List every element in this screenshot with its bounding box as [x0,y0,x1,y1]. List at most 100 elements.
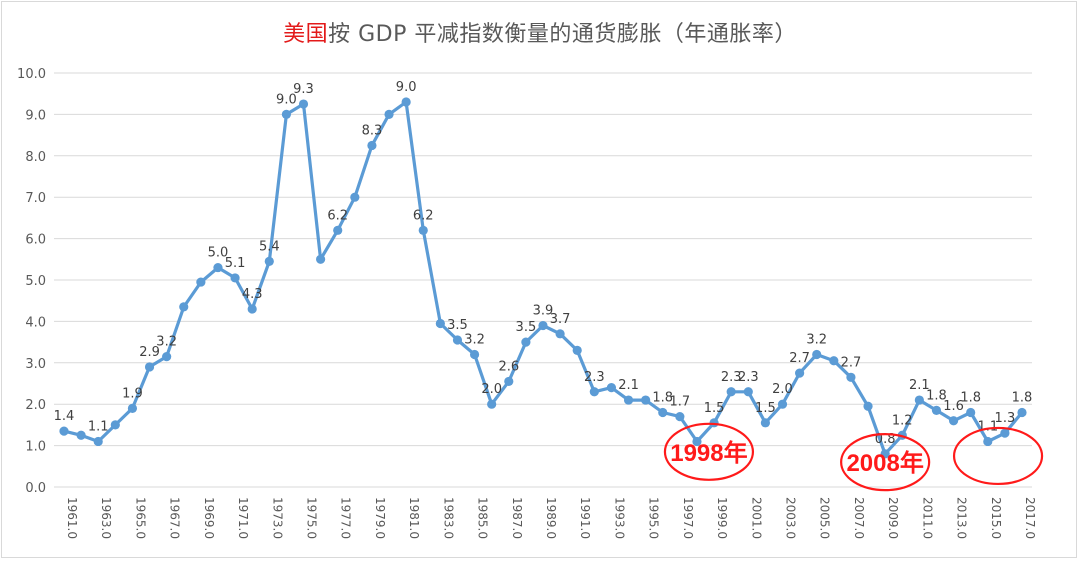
data-point-1970 [213,262,223,273]
data-label-1992: 2.3 [584,370,605,385]
data-point-1962 [76,430,86,440]
x-tick-label: 1997.0 [681,497,695,539]
x-tick-label: 2001.0 [749,497,763,539]
data-label-2011: 2.1 [909,378,930,393]
x-tick-label: 2017.0 [1023,497,1037,539]
x-tick-label: 2013.0 [955,497,969,539]
series-polyline [63,100,1024,456]
data-point-1961 [59,426,69,436]
data-point-1981 [401,97,411,107]
data-point-1966 [144,362,155,372]
x-tick-label: 1985.0 [476,497,490,539]
x-tick-label: 1979.0 [373,497,387,539]
x-tick-label: 1963.0 [99,497,113,539]
data-point-2015 [983,436,993,447]
data-label-1990: 3.7 [550,312,571,327]
data-label-2000: 2.3 [721,370,742,385]
data-point-1997 [675,412,685,422]
data-point-2013 [948,416,959,426]
data-label-1975: 9.3 [293,82,314,97]
data-label-1987: 2.6 [498,359,519,374]
data-label-2013: 1.6 [943,399,964,414]
data-label-1982: 6.2 [413,208,434,223]
x-tick-label: 1983.0 [441,497,455,539]
data-point-2016 [1000,428,1010,438]
chart-title-rest: 按 GDP 平减指数衡量的通货膨胀（年通胀率） [328,22,797,47]
data-point-1967 [162,351,172,362]
data-label-1994: 2.1 [618,378,639,393]
x-tick-label: 1981.0 [407,497,421,539]
data-point-1975 [298,99,309,109]
data-label-1984: 3.5 [447,318,468,333]
series-line [63,100,1024,456]
data-point-1977 [333,225,343,235]
x-axis-ticks: 1961.0 1963.0 1965.0 1967.0 1969.0 1971.0 1973… [65,497,1037,539]
data-point-2000 [726,387,736,397]
data-label-2005: 3.2 [806,333,827,348]
data-label-1999: 1.5 [704,401,725,416]
data-point-1995 [641,395,651,405]
data-label-1986: 2.0 [481,382,502,397]
annotation-ellipse-0 [663,422,755,481]
data-label-1985: 3.2 [464,333,485,348]
data-point-1986 [487,399,497,409]
annotation-ellipse-1 [840,433,931,492]
chart-title-highlight: 美国 [283,22,329,47]
y-tick-label: 10.0 [17,67,46,82]
data-point-2004 [795,368,805,378]
data-point-1994 [623,395,634,405]
data-point-2012 [931,405,942,416]
annotations: 1998年 2008年 [663,422,1044,492]
y-tick-label: 2.0 [25,398,46,413]
data-point-1980 [384,109,394,119]
x-tick-label: 1987.0 [510,497,524,539]
data-point-2001 [743,387,753,397]
data-label-1988: 3.5 [516,320,537,335]
x-tick-label: 1993.0 [612,497,626,539]
data-point-2008 [863,401,873,411]
annotation-ellipse-2 [952,426,1044,486]
x-tick-label: 2007.0 [852,497,866,539]
x-tick-label: 1971.0 [236,497,250,539]
y-tick-label: 1.0 [25,440,46,455]
y-tick-label: 6.0 [25,233,46,248]
data-point-2007 [846,372,856,382]
y-tick-label: 3.0 [25,357,46,372]
data-point-1991 [572,345,582,355]
data-label-2004: 2.7 [789,351,810,366]
x-tick-label: 1973.0 [270,497,284,539]
x-tick-label: 1977.0 [339,497,353,539]
data-point-1993 [606,383,617,393]
data-point-2017 [1017,407,1027,418]
x-tick-label: 2011.0 [920,497,934,539]
data-label-2012: 1.8 [926,388,947,403]
data-point-2005 [812,349,822,360]
data-point-2009 [880,449,890,459]
data-label-1977: 6.2 [327,208,348,223]
annotation-label-0: 1998年 [670,439,747,467]
data-point-1964 [110,420,120,430]
data-point-2011 [914,395,924,405]
data-point-2002 [760,418,770,428]
y-tick-label: 4.0 [25,315,46,330]
data-label-1972: 4.3 [242,287,263,302]
data-label-1970: 5.0 [208,246,229,261]
y-tick-label: 7.0 [25,191,46,206]
data-point-1965 [127,403,138,413]
data-label-1971: 5.1 [225,256,246,271]
x-tick-label: 2003.0 [784,497,798,539]
data-point-2006 [829,356,839,366]
data-label-2002: 1.5 [755,401,776,416]
data-point-1985 [469,349,480,360]
data-label-2016: 1.3 [995,411,1016,426]
x-tick-label: 2015.0 [989,497,1003,539]
data-label-1974: 9.0 [276,92,297,107]
data-point-1996 [658,407,668,418]
data-label-1963: 1.1 [88,419,109,434]
x-tick-label: 2005.0 [818,497,832,539]
x-tick-label: 1999.0 [715,497,729,539]
data-point-1992 [589,387,599,397]
data-point-1990 [555,329,565,339]
y-tick-label: 8.0 [25,150,46,165]
